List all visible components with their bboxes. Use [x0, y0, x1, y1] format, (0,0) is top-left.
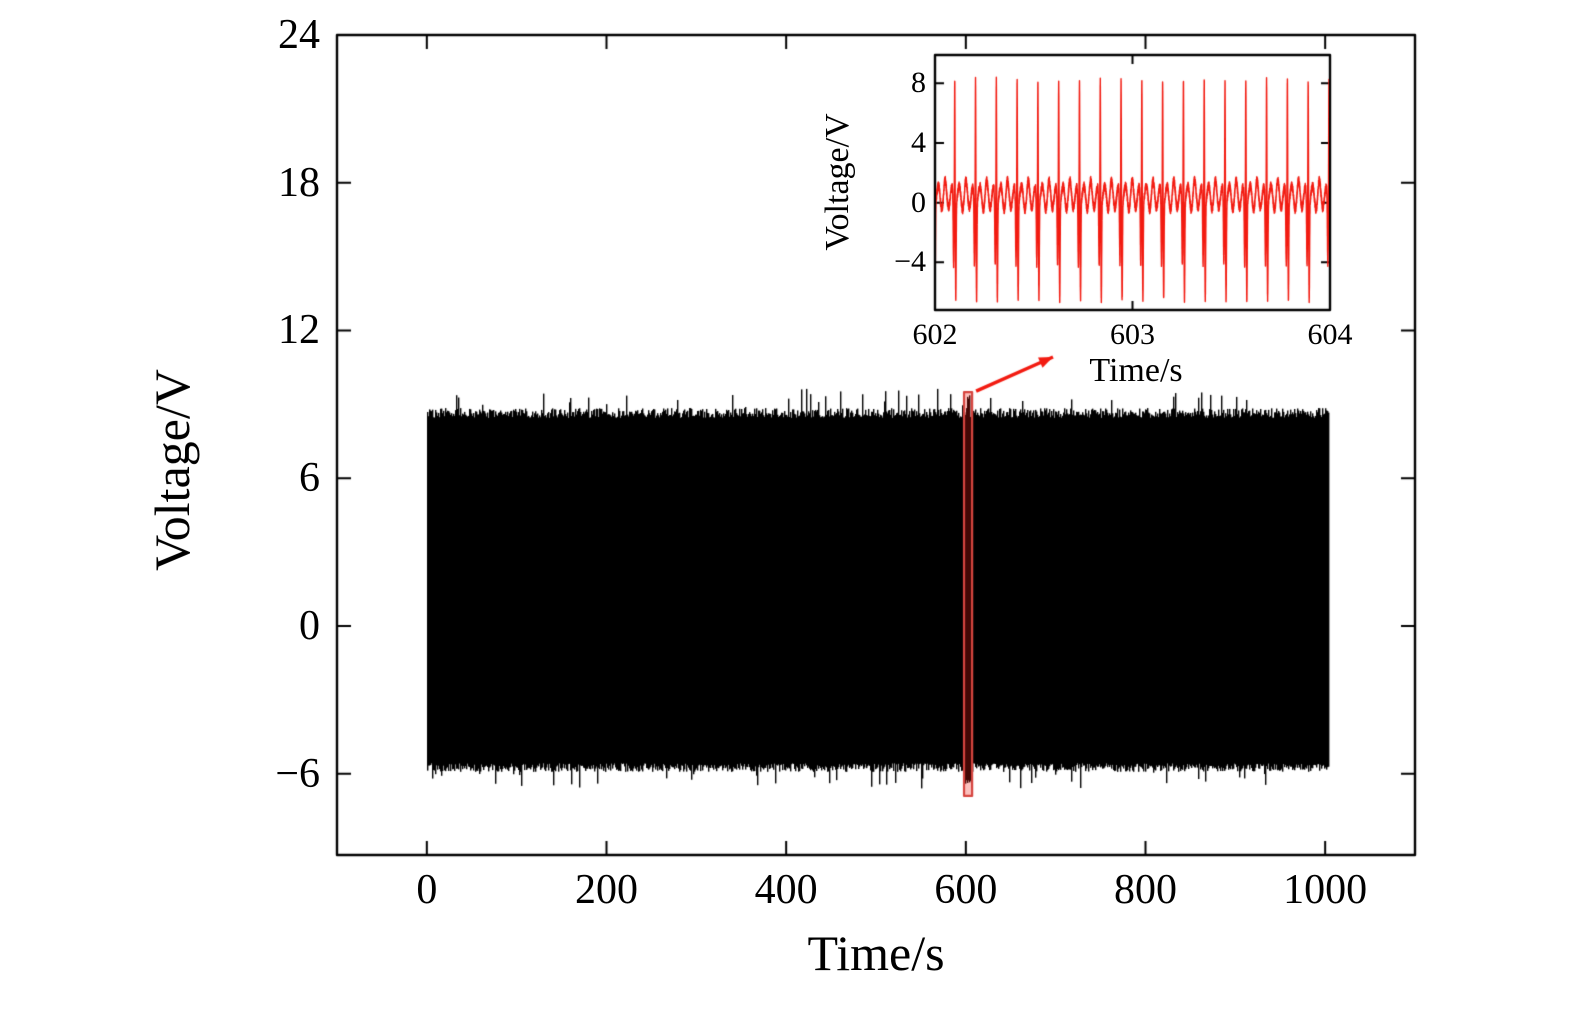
main-x-axis-label: Time/s — [807, 925, 945, 981]
main-y-axis-label: Voltage/V — [144, 369, 200, 571]
inset-y-axis-label: Voltage/V — [819, 113, 856, 251]
inset-x-axis-label: Time/s — [1089, 352, 1183, 389]
